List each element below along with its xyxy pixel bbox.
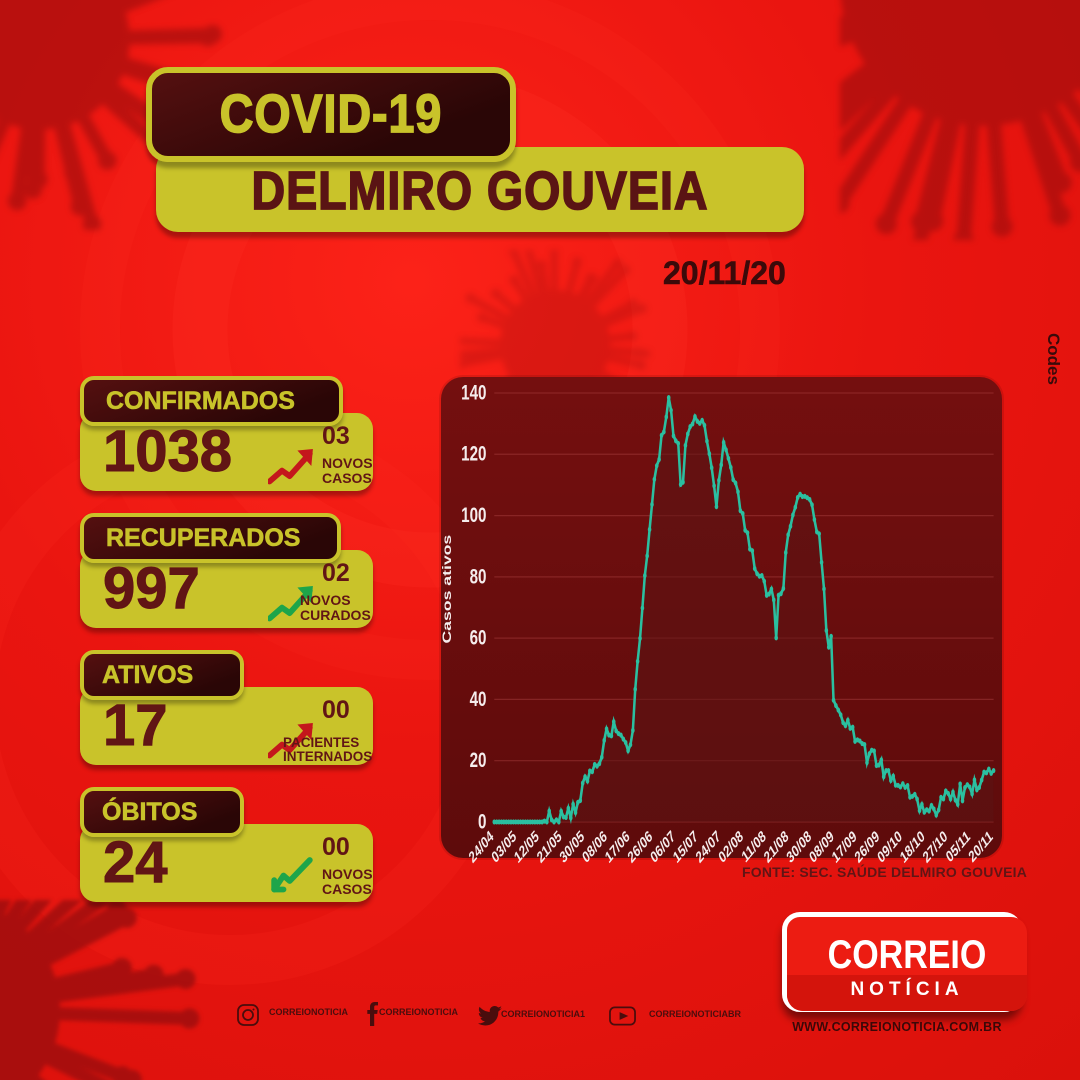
- svg-text:20: 20: [470, 747, 487, 771]
- svg-text:NOTÍCIA: NOTÍCIA: [850, 978, 963, 1000]
- svg-text:40: 40: [470, 686, 487, 710]
- svg-text:Casos ativos: Casos ativos: [441, 535, 455, 644]
- svg-text:140: 140: [461, 380, 486, 404]
- svg-text:80: 80: [470, 564, 487, 588]
- svg-text:100: 100: [461, 502, 486, 526]
- svg-text:60: 60: [470, 625, 487, 649]
- svg-text:CORREIO: CORREIO: [828, 931, 987, 976]
- svg-text:120: 120: [461, 441, 486, 465]
